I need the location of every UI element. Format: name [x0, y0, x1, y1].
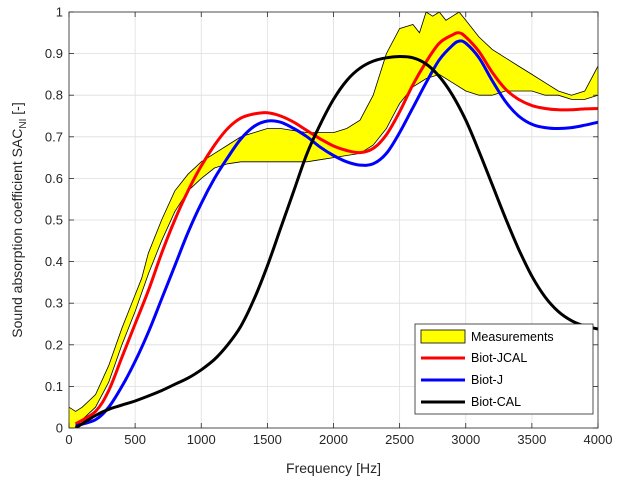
y-axis-label-subscript: NI [18, 119, 29, 129]
x-tick-label: 2000 [319, 432, 348, 447]
y-tick-label: 1 [56, 5, 63, 20]
x-tick-label: 1500 [253, 432, 282, 447]
y-tick-label: 0.3 [45, 296, 63, 311]
y-tick-label: 0.7 [45, 129, 63, 144]
y-axis-label: Sound absorption coefficient SACNI [-] [9, 102, 29, 337]
legend: Measurements Biot-JCAL Biot-J Biot-CAL [414, 323, 594, 415]
y-tick-labels: 0 0.1 0.2 0.3 0.4 0.5 0.6 0.7 0.8 0.9 1 [45, 5, 63, 436]
axis-ticks [68, 11, 599, 429]
legend-label-biot-jcal: Biot-JCAL [471, 351, 527, 365]
legend-label-biot-cal: Biot-CAL [471, 395, 521, 409]
y-tick-label: 0.6 [45, 171, 63, 186]
y-tick-label: 0.9 [45, 46, 63, 61]
x-tick-label: 2500 [385, 432, 414, 447]
legend-swatch-measurements [420, 329, 466, 344]
legend-label-measurements: Measurements [471, 330, 554, 344]
y-axis-label-suffix: [-] [9, 102, 25, 118]
series-biot-jcal [74, 31, 598, 426]
y-axis-label-main: Sound absorption coefficient SAC [9, 129, 25, 338]
y-tick-label: 0.8 [45, 88, 63, 103]
x-tick-label: 0 [65, 432, 72, 447]
legend-label-biot-j: Biot-J [471, 373, 503, 387]
x-tick-label: 500 [124, 432, 146, 447]
x-tick-label: 3000 [451, 432, 480, 447]
x-axis-label: Frequency [Hz] [286, 460, 381, 476]
measurement-band-upper-edge [69, 12, 598, 412]
y-tick-label: 0.1 [45, 379, 63, 394]
y-tick-label: 0.2 [45, 337, 63, 352]
series-lines [74, 31, 598, 428]
y-tick-label: 0.4 [45, 254, 63, 269]
x-tick-label: 1000 [187, 432, 216, 447]
x-tick-label: 4000 [584, 432, 613, 447]
series-biot-j [75, 39, 598, 428]
y-tick-label: 0.5 [45, 213, 63, 228]
series-biot-cal [74, 55, 598, 428]
y-tick-label: 0 [56, 421, 63, 436]
x-tick-label: 3500 [517, 432, 546, 447]
x-tick-labels: 0 500 1000 1500 2000 2500 3000 3500 4000 [65, 432, 612, 447]
